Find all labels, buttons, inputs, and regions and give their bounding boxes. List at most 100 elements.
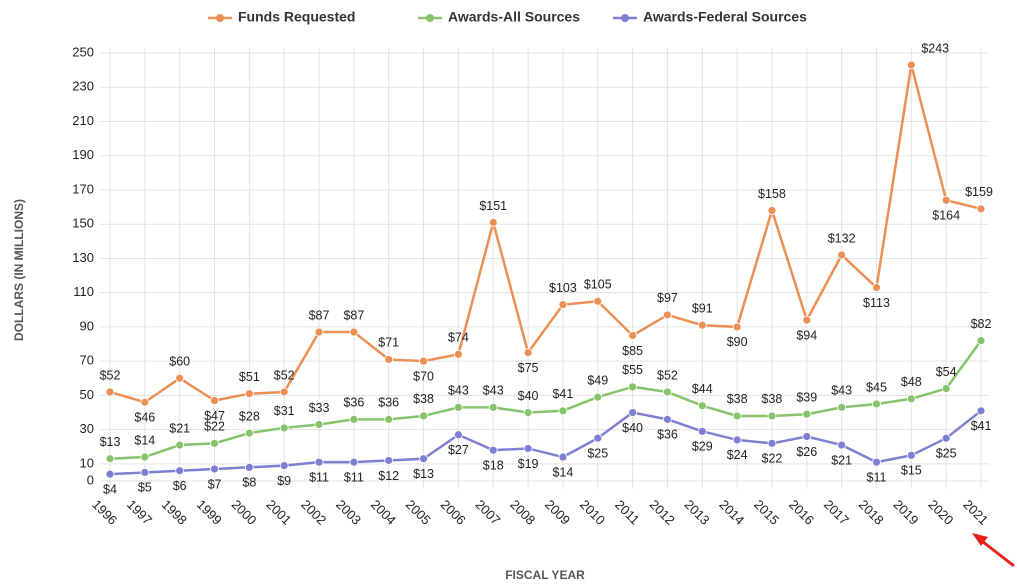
data-point [872,399,881,409]
data-point [976,406,986,416]
x-tick-label: 2018 [856,497,887,528]
legend-item: Funds Requested [208,9,355,25]
data-point [384,456,394,465]
y-axis-title: DOLLARS (IN MILLIONS) [12,199,26,341]
data-label: $9 [277,474,291,488]
data-point [872,283,881,292]
data-point [175,466,185,476]
data-label: $164 [932,209,960,223]
data-label: $60 [169,355,190,369]
x-tick-label: 1997 [124,497,155,528]
legend-marker [621,14,629,22]
data-point [697,401,707,411]
x-tick-label: 2017 [821,497,852,528]
data-label: $94 [796,328,817,342]
data-point [906,60,916,70]
data-point [732,322,742,332]
data-label: $40 [518,389,539,403]
data-label: $70 [413,369,434,383]
legend-label: Funds Requested [238,9,355,25]
data-point [210,396,219,405]
data-point [349,457,359,467]
data-label: $24 [727,448,748,462]
data-label: $27 [448,443,469,457]
data-point [175,440,185,450]
data-label: $33 [309,401,330,415]
y-tick-label: 170 [72,181,94,196]
data-point [697,320,707,330]
data-point [349,327,359,337]
data-point [663,387,672,397]
data-label: $74 [448,331,469,345]
y-tick-label: 130 [72,250,94,265]
data-point [628,408,637,417]
data-point [941,433,951,443]
y-tick-label: 10 [80,455,94,470]
legend-marker [426,14,434,22]
data-label: $75 [518,361,539,375]
data-point [105,469,115,479]
data-label: $158 [758,187,786,201]
data-label: $13 [413,467,434,481]
data-point [663,310,672,320]
data-point [349,414,359,424]
data-label: $43 [831,384,852,398]
legend-label: Awards-Federal Sources [643,9,807,25]
data-label: $41 [552,387,573,401]
x-tick-label: 1999 [194,497,225,528]
legend-marker [216,14,224,22]
x-tick-label: 2013 [682,497,713,528]
data-point [488,445,498,455]
data-point [175,373,185,383]
data-label: $11 [309,470,329,484]
data-label: $47 [204,409,225,423]
data-point [732,435,742,445]
data-label: $36 [378,396,399,410]
data-label: $243 [921,41,949,55]
data-point [244,428,254,438]
data-label: $105 [584,278,612,292]
data-point [453,402,463,412]
data-label: $52 [657,368,678,382]
data-label: $49 [587,373,608,387]
data-label: $41 [971,419,992,433]
data-label: $11 [867,470,887,484]
data-label: $103 [549,281,577,295]
legend-item: Awards-Federal Sources [613,9,807,25]
data-label: $28 [239,409,260,423]
data-point [767,438,777,448]
data-label: $25 [936,446,957,460]
data-label: $14 [134,433,155,447]
y-tick-label: 250 [72,44,94,59]
x-tick-label: 2006 [438,497,469,528]
data-label: $11 [344,470,364,484]
data-label: $7 [208,477,222,491]
y-tick-label: 30 [80,421,94,436]
x-tick-label: 2005 [403,497,434,528]
data-label: $43 [483,384,504,398]
data-point [628,382,637,392]
data-point [244,462,254,472]
data-point [523,444,533,453]
x-tick-label: 2014 [716,497,747,528]
data-label: $97 [657,291,678,305]
data-point [663,414,672,424]
x-tick-label: 2003 [333,497,364,528]
data-point [628,331,637,340]
data-label: $40 [622,421,643,435]
x-tick-label: 2004 [368,497,399,528]
x-tick-label: 2000 [229,497,260,528]
x-tick-label: 1996 [89,497,120,528]
data-label: $159 [965,185,993,199]
data-label: $87 [309,308,330,322]
data-point [802,315,812,325]
data-point [453,430,463,440]
data-point [279,461,289,470]
data-label: $54 [936,365,957,379]
x-tick-label: 2010 [577,497,608,528]
data-label: $52 [274,368,295,382]
data-point [767,206,777,215]
data-label: $91 [692,302,713,316]
data-label: $55 [622,363,643,377]
